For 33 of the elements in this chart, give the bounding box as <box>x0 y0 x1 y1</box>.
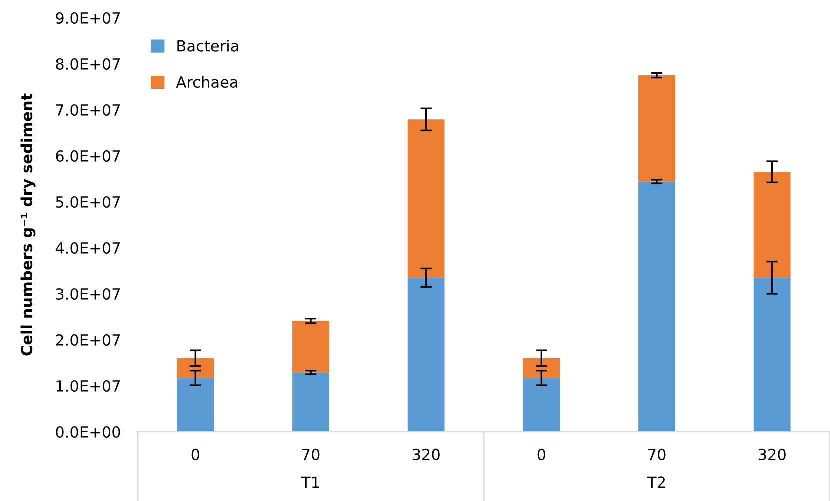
bar <box>523 358 560 378</box>
y-tick-label: 2.0E+07 <box>56 334 120 346</box>
text: T2 <box>647 476 665 488</box>
x-tick-label: 70 <box>302 448 320 460</box>
legend-label: Archaea <box>176 76 238 88</box>
bar <box>754 278 791 432</box>
bar <box>408 278 445 432</box>
y-tick-label: 1.0E+07 <box>56 380 120 392</box>
bar <box>292 372 330 432</box>
x-tick-label: 70 <box>648 448 666 460</box>
bar <box>408 120 445 278</box>
y-tick-label: 9.0E+07 <box>56 12 120 24</box>
x-tick-label: 0 <box>538 448 546 460</box>
bar <box>638 76 676 182</box>
bar <box>638 182 676 432</box>
bar <box>523 378 560 432</box>
y-tick-label: 7.0E+07 <box>56 104 120 116</box>
x-tick-label: 320 <box>758 448 786 460</box>
bar <box>177 358 214 378</box>
x-tick-label: 0 <box>192 448 200 460</box>
y-tick-label: 5.0E+07 <box>56 196 120 208</box>
x-tick-label: 320 <box>412 448 440 460</box>
bar <box>292 321 330 373</box>
y-tick-label: 3.0E+07 <box>56 288 120 300</box>
y-tick-label: 6.0E+07 <box>56 150 120 162</box>
bar <box>754 172 791 278</box>
y-tick-label: 0.0E+00 <box>56 426 120 438</box>
y-tick-label: 4.0E+07 <box>56 242 120 254</box>
legend-label: Bacteria <box>178 40 238 52</box>
y-tick-label: 8.0E+07 <box>56 58 120 70</box>
bar <box>177 378 214 432</box>
y-axis-title: Cell numbers g⁻¹ dry sediment <box>20 94 36 356</box>
text: T1 <box>301 476 320 488</box>
